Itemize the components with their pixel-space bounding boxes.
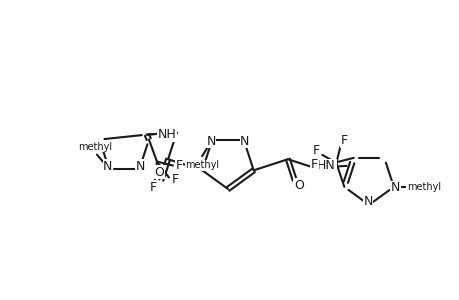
Text: methyl: methyl [185, 160, 219, 170]
Text: N: N [135, 160, 145, 173]
Text: N: N [363, 195, 372, 208]
Text: F: F [310, 158, 317, 171]
Text: O: O [293, 178, 303, 192]
Text: methyl: methyl [406, 182, 440, 192]
Text: F: F [149, 181, 156, 194]
Text: N: N [206, 135, 215, 148]
Text: F: F [312, 144, 319, 158]
Text: O: O [154, 166, 164, 178]
Text: NH: NH [157, 128, 176, 141]
Text: F: F [340, 134, 347, 147]
Text: F: F [171, 173, 178, 186]
Text: methyl: methyl [78, 142, 112, 152]
Text: HN: HN [317, 159, 335, 172]
Text: N: N [103, 160, 112, 173]
Text: N: N [390, 182, 400, 194]
Text: N: N [240, 135, 249, 148]
Text: F: F [175, 159, 182, 172]
